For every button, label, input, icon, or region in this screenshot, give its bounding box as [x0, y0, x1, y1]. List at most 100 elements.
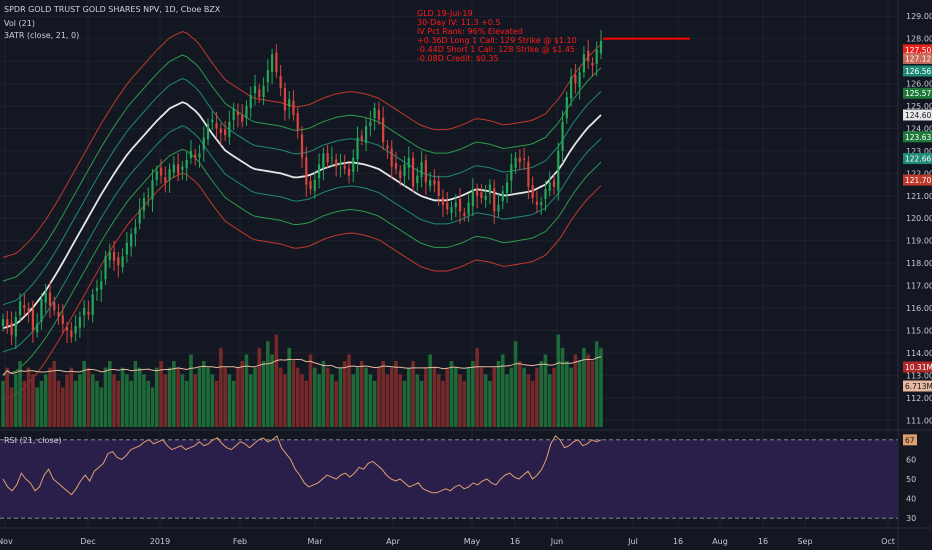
volume-bar — [193, 374, 198, 427]
volume-bar — [432, 367, 437, 427]
volume-bar — [552, 367, 556, 427]
volume-bar — [197, 367, 202, 427]
volume-bar — [389, 367, 394, 427]
volume-bar — [253, 367, 257, 427]
candle-body — [476, 189, 479, 196]
volume-bar — [594, 341, 599, 427]
candle-body — [322, 153, 325, 168]
candle-body — [360, 135, 363, 140]
volume-bar — [436, 374, 441, 427]
candle-body — [407, 157, 410, 168]
volume-bar — [146, 380, 151, 427]
volume-bar — [347, 354, 351, 427]
candle-body — [382, 117, 385, 142]
time-tick-label: Apr — [386, 537, 401, 546]
price-badge — [903, 153, 932, 165]
candle-body — [552, 180, 556, 187]
candle-body — [305, 157, 308, 185]
candle-body — [245, 106, 248, 119]
volume-legend[interactable]: Vol (21) — [4, 19, 35, 28]
volume-bar — [599, 347, 603, 427]
price-badge-label: 123.63 — [905, 133, 931, 142]
candle-body — [249, 94, 252, 108]
volume-bar — [116, 380, 121, 427]
volume-bar — [244, 354, 249, 427]
volume-bar — [35, 387, 39, 427]
candle-body — [142, 198, 146, 212]
atr-legend[interactable]: 3ATR (close, 21, 0) — [4, 31, 80, 40]
volume-bar — [65, 374, 69, 427]
volume-bar — [291, 361, 296, 427]
volume-bar — [39, 380, 44, 427]
candle-body — [441, 197, 445, 205]
volume-bar — [287, 347, 291, 427]
candle-body — [91, 294, 94, 315]
candle-body — [87, 311, 90, 315]
symbol-legend[interactable]: SPDR GOLD TRUST GOLD SHARES NPV, 1D, Cbo… — [4, 5, 221, 14]
volume-bar — [458, 374, 462, 427]
candle-body — [523, 158, 526, 160]
time-tick-label: Jun — [550, 537, 564, 546]
volume-bar — [159, 361, 163, 427]
candle-body — [386, 145, 389, 149]
candle-body — [484, 195, 487, 200]
volume-bar — [355, 367, 360, 427]
volume-bar — [206, 367, 210, 427]
rsi-tick-label: 50 — [906, 475, 916, 484]
price-tick-label: 126.00 — [906, 80, 932, 89]
rsi-legend[interactable]: RSI (21, close) — [4, 436, 62, 445]
volume-bar — [411, 361, 415, 427]
volume-bar — [18, 361, 22, 427]
volume-badge — [903, 361, 932, 373]
time-tick-label: 2019 — [150, 537, 170, 546]
volume-bar — [586, 354, 590, 427]
candle-body — [390, 148, 393, 167]
candle-body — [458, 198, 462, 212]
rsi-band-fill — [0, 439, 898, 519]
volume-bar — [479, 367, 484, 427]
candle-body — [446, 202, 449, 210]
volume-bar — [565, 361, 569, 427]
volume-bar — [505, 374, 509, 427]
candle-body — [450, 207, 453, 213]
volume-bar — [150, 387, 155, 427]
candle-body — [309, 180, 312, 190]
volume-bar — [5, 367, 10, 427]
volume-bar — [22, 380, 27, 427]
volume-bar — [184, 380, 189, 427]
volume-bar — [368, 374, 373, 427]
candle-body — [467, 202, 470, 215]
volume-bar — [453, 367, 458, 427]
price-tick-label: 119.00 — [906, 237, 932, 246]
volume-bar — [377, 367, 381, 427]
volume-bar — [547, 374, 552, 427]
candle-body — [424, 160, 427, 183]
volume-bar — [1, 380, 5, 427]
candle-body — [557, 150, 560, 191]
price-tick-label: 113.00 — [906, 371, 932, 380]
volume-bar — [475, 347, 479, 427]
candle-body — [211, 119, 214, 123]
volume-bar — [223, 367, 227, 427]
candle-body — [326, 153, 329, 163]
volume-bar — [261, 361, 266, 427]
volume-bar — [304, 380, 309, 427]
candle-body — [262, 85, 265, 98]
volume-bar — [167, 367, 172, 427]
candle-body — [463, 213, 466, 216]
volume-bar — [248, 374, 253, 427]
candle-body — [155, 171, 158, 181]
candle-body — [510, 164, 513, 181]
candle-body — [544, 189, 547, 199]
candle-body — [339, 162, 342, 165]
volume-bar — [488, 380, 492, 427]
candle-body — [241, 114, 244, 122]
candle-body — [18, 301, 22, 316]
volume-bar — [334, 380, 338, 427]
volume-bar — [125, 374, 129, 427]
time-tick-label: May — [464, 537, 481, 546]
volume-bar — [95, 380, 99, 427]
candle-body — [147, 195, 150, 197]
candle-body — [100, 281, 103, 290]
